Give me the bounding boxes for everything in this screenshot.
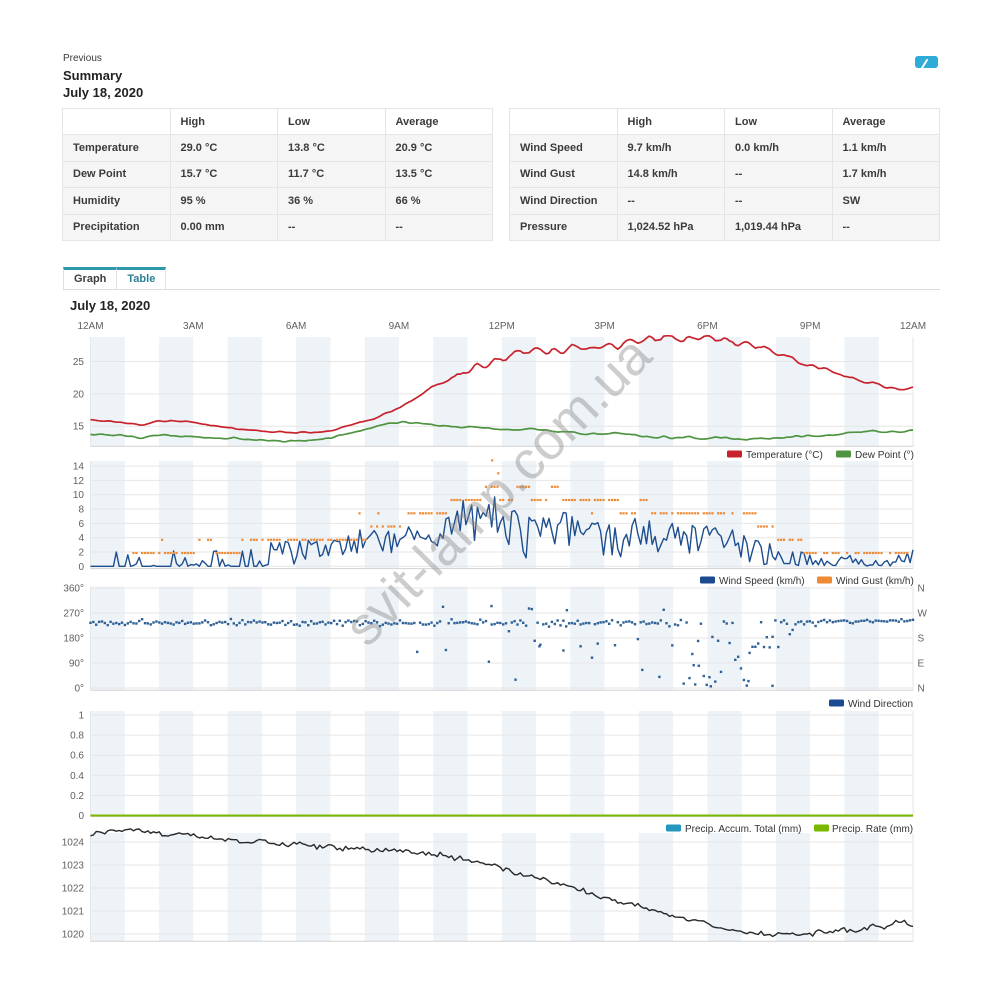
svg-text:0.6: 0.6: [70, 751, 84, 762]
svg-text:0.8: 0.8: [70, 731, 84, 742]
svg-text:Wind Direction: Wind Direction: [848, 699, 913, 710]
svg-text:N: N: [918, 684, 925, 695]
svg-text:0: 0: [78, 562, 84, 573]
svg-text:1020: 1020: [62, 930, 85, 941]
svg-text:6PM: 6PM: [697, 321, 718, 332]
svg-text:1021: 1021: [62, 907, 85, 918]
svg-text:1022: 1022: [62, 884, 85, 895]
svg-text:20: 20: [73, 389, 85, 400]
svg-text:9AM: 9AM: [389, 321, 410, 332]
svg-text:12: 12: [73, 476, 85, 487]
svg-text:1023: 1023: [62, 861, 85, 872]
svg-text:3AM: 3AM: [183, 321, 204, 332]
svg-text:S: S: [918, 634, 925, 645]
svg-text:W: W: [918, 609, 928, 620]
svg-text:Wind Gust (km/h): Wind Gust (km/h): [836, 576, 914, 587]
svg-text:0.4: 0.4: [70, 771, 84, 782]
svg-text:0: 0: [78, 811, 84, 822]
svg-text:9PM: 9PM: [800, 321, 821, 332]
svg-text:12PM: 12PM: [489, 321, 515, 332]
svg-text:Precip. Accum. Total (mm): Precip. Accum. Total (mm): [685, 824, 802, 835]
svg-text:2: 2: [78, 548, 84, 559]
svg-text:Temperature (°C): Temperature (°C): [746, 450, 823, 461]
svg-text:Dew Point (°): Dew Point (°): [855, 450, 914, 461]
svg-text:E: E: [918, 659, 925, 670]
svg-text:12AM: 12AM: [900, 321, 926, 332]
svg-text:15: 15: [73, 422, 85, 433]
svg-text:10: 10: [73, 490, 85, 501]
svg-text:12AM: 12AM: [77, 321, 103, 332]
svg-text:8: 8: [78, 505, 84, 516]
svg-text:N: N: [918, 584, 925, 595]
svg-text:1: 1: [78, 711, 84, 722]
svg-text:Precip. Rate (mm): Precip. Rate (mm): [832, 824, 913, 835]
svg-text:25: 25: [73, 357, 85, 368]
svg-text:90°: 90°: [69, 659, 84, 670]
svg-text:360°: 360°: [63, 584, 84, 595]
svg-text:Wind Speed (km/h): Wind Speed (km/h): [719, 576, 805, 587]
svg-text:6: 6: [78, 519, 84, 530]
svg-text:0.2: 0.2: [70, 791, 84, 802]
svg-text:3PM: 3PM: [594, 321, 615, 332]
svg-text:270°: 270°: [63, 609, 84, 620]
svg-text:6AM: 6AM: [286, 321, 307, 332]
svg-text:4: 4: [78, 533, 84, 544]
svg-text:14: 14: [73, 462, 85, 473]
svg-text:1024: 1024: [62, 838, 85, 849]
svg-text:180°: 180°: [63, 634, 84, 645]
svg-text:0°: 0°: [74, 684, 84, 695]
